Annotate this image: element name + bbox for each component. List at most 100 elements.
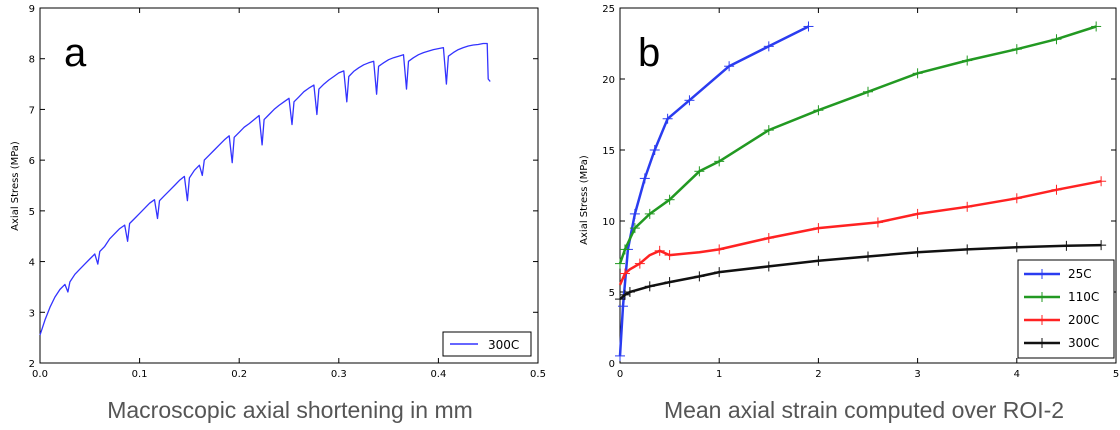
data-point-b-110C-7 bbox=[763, 125, 774, 136]
data-point-b-110C-2 bbox=[629, 223, 640, 234]
x-tick-label-a-3: 0.3 bbox=[331, 369, 347, 380]
y-tick-label-b-0: 0 bbox=[609, 359, 615, 370]
y-axis-label-b: Axial Stress (MPa) bbox=[579, 155, 590, 245]
series-a bbox=[39, 42, 491, 336]
y-tick-label-b-5: 25 bbox=[602, 4, 615, 15]
legend-label-b-0: 25C bbox=[1068, 267, 1092, 281]
data-point-b-25C-5 bbox=[649, 145, 660, 155]
data-point-b-300C-9 bbox=[863, 251, 873, 262]
data-point-b-200C-3 bbox=[634, 258, 645, 269]
data-point-b-200C-5 bbox=[654, 245, 665, 256]
data-point-b-25C-8 bbox=[724, 61, 735, 72]
data-point-b-300C-8 bbox=[813, 255, 824, 266]
legend-box-b bbox=[1017, 259, 1115, 359]
plot-frame-a bbox=[39, 7, 539, 364]
data-point-b-300C-10 bbox=[912, 247, 923, 258]
data-point-b-25C-1 bbox=[617, 301, 628, 312]
ticks-a: 0.0 0.1 0.2 0.3 0.4 0.5 2 3 4 5 6 7 8 9 bbox=[29, 4, 546, 380]
x-tick-label-b-1: 1 bbox=[716, 369, 722, 380]
data-point-b-200C-16 bbox=[1096, 176, 1107, 187]
data-point-b-200C-12 bbox=[912, 208, 923, 219]
data-point-b-200C-9 bbox=[763, 233, 774, 244]
legend-b: 25C 110C 200C 300C bbox=[1017, 259, 1115, 359]
x-tick-label-b-2: 2 bbox=[815, 369, 821, 380]
y-axis-label-a: Axial Stress (MPa) bbox=[10, 141, 21, 231]
panel-b: 0 1 2 3 4 5 0 5 10 15 20 25 Axial Stress (MPa) b 25… bbox=[579, 4, 1119, 423]
data-point-b-110C-4 bbox=[664, 194, 675, 205]
data-point-b-200C-6 bbox=[664, 250, 675, 261]
data-point-b-110C-3 bbox=[644, 208, 655, 219]
data-point-b-25C-6 bbox=[662, 113, 673, 124]
data-point-b-110C-6 bbox=[714, 156, 725, 167]
data-point-b-25C-7 bbox=[684, 95, 695, 106]
series-b bbox=[615, 21, 1107, 361]
legend-item-b-200C: 200C bbox=[1024, 313, 1099, 327]
data-point-b-200C-10 bbox=[813, 223, 824, 234]
x-tick-label-b-0: 0 bbox=[617, 369, 623, 380]
data-point-b-300C-12 bbox=[1011, 242, 1022, 253]
data-point-b-110C-11 bbox=[962, 55, 973, 66]
y-tick-label-b-4: 20 bbox=[602, 75, 615, 86]
x-tick-label-a-0: 0.0 bbox=[32, 369, 48, 380]
panel-a: 0.0 0.1 0.2 0.3 0.4 0.5 2 3 4 5 6 7 8 9 Axial Stress … bbox=[10, 4, 546, 423]
data-point-b-25C-0 bbox=[615, 350, 625, 361]
y-tick-label-b-1: 5 bbox=[609, 288, 615, 299]
data-point-b-110C-8 bbox=[813, 105, 824, 116]
y-tick-label-a-1: 3 bbox=[29, 308, 35, 319]
y-tick-label-a-3: 5 bbox=[29, 207, 35, 218]
y-tick-label-a-0: 2 bbox=[29, 359, 35, 370]
data-point-b-300C-5 bbox=[694, 271, 705, 282]
data-point-b-300C-4 bbox=[664, 277, 675, 288]
caption-a: Macroscopic axial shortening in mm bbox=[107, 397, 473, 423]
legend-item-b-300C: 300C bbox=[1024, 336, 1099, 350]
data-point-b-110C-12 bbox=[1011, 44, 1022, 55]
x-tick-label-a-1: 0.1 bbox=[132, 369, 148, 380]
data-point-b-110C-10 bbox=[912, 68, 923, 79]
data-point-b-300C-7 bbox=[763, 261, 774, 272]
data-point-b-110C-9 bbox=[863, 86, 873, 97]
data-point-b-200C-8 bbox=[714, 244, 725, 255]
legend-label-a-0: 300C bbox=[488, 338, 519, 352]
legend-item-b-25C: 25C bbox=[1024, 267, 1092, 281]
data-point-b-200C-14 bbox=[1011, 193, 1022, 204]
data-point-b-110C-5 bbox=[694, 166, 705, 177]
data-point-b-300C-6 bbox=[714, 267, 725, 278]
panel-letter-b: b bbox=[638, 31, 660, 75]
legend-label-b-2: 200C bbox=[1068, 313, 1099, 327]
y-tick-label-a-7: 9 bbox=[29, 4, 35, 15]
x-tick-label-a-2: 0.2 bbox=[231, 369, 247, 380]
data-point-b-300C-0 bbox=[615, 294, 625, 305]
data-point-b-200C-1 bbox=[619, 268, 630, 279]
x-tick-label-a-5: 0.5 bbox=[530, 369, 546, 380]
x-tick-label-b-3: 3 bbox=[914, 369, 920, 380]
legend-box-a bbox=[442, 331, 532, 357]
y-tick-label-a-2: 4 bbox=[29, 258, 35, 269]
legend-items-b: 25C 110C 200C 300C bbox=[1024, 267, 1099, 350]
y-tick-label-a-4: 6 bbox=[29, 156, 35, 167]
legend-a: 300C bbox=[442, 331, 532, 357]
data-point-b-200C-11 bbox=[872, 217, 883, 228]
data-point-b-300C-11 bbox=[962, 244, 973, 255]
data-point-b-200C-15 bbox=[1051, 184, 1062, 195]
panel-letter-a: a bbox=[64, 31, 87, 75]
y-tick-label-b-2: 10 bbox=[602, 217, 615, 228]
x-tick-label-b-4: 4 bbox=[1014, 369, 1020, 380]
y-tick-label-b-3: 15 bbox=[602, 146, 615, 157]
x-tick-label-a-4: 0.4 bbox=[430, 369, 446, 380]
data-point-b-25C-4 bbox=[639, 173, 650, 184]
data-point-b-300C-14 bbox=[1096, 240, 1107, 251]
data-point-b-110C-1 bbox=[619, 244, 630, 255]
data-point-b-25C-9 bbox=[763, 41, 774, 52]
data-point-b-25C-3 bbox=[629, 208, 640, 219]
y-tick-label-a-5: 7 bbox=[29, 105, 35, 116]
data-point-b-300C-2 bbox=[624, 287, 635, 297]
legend-item-b-110C: 110C bbox=[1024, 290, 1099, 304]
data-point-b-300C-13 bbox=[1061, 240, 1072, 251]
series-line-a-300C bbox=[39, 42, 491, 336]
legend-label-b-3: 300C bbox=[1068, 336, 1099, 350]
data-point-b-110C-0 bbox=[615, 258, 625, 269]
data-point-b-110C-13 bbox=[1051, 34, 1062, 45]
data-point-b-25C-10 bbox=[803, 21, 814, 32]
data-point-b-110C-14 bbox=[1091, 21, 1102, 32]
